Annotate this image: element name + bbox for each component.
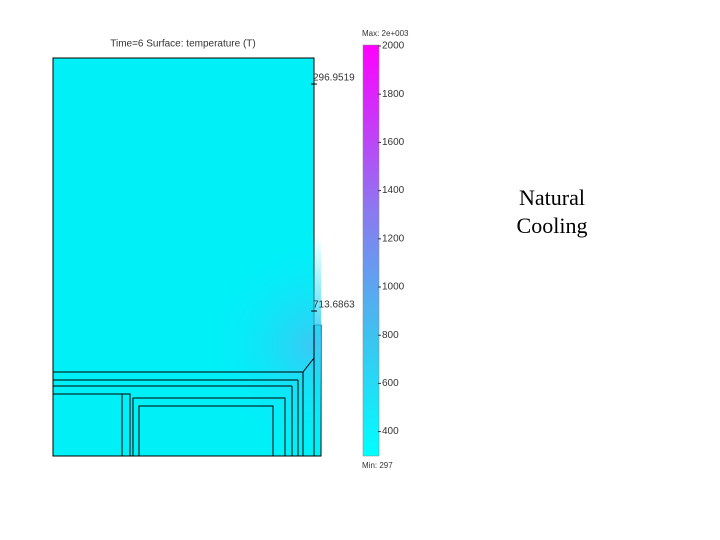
colorbar-tick-label: 400 <box>382 426 399 437</box>
colorbar-tick-label: 1000 <box>382 282 405 293</box>
annotation: 296.9519 <box>313 73 355 84</box>
plot-title: Time=6 Surface: temperature (T) <box>110 39 256 50</box>
colorbar-tick-label: 1400 <box>382 185 405 196</box>
plot-domain <box>52 57 322 457</box>
caption-line: Natural <box>519 185 585 210</box>
colorbar-tick-label: 1800 <box>382 89 405 100</box>
colorbar-ticks: 2000 1800 1600 1400 1200 1000 800 600 400 <box>378 41 405 437</box>
colorbar-tick-label: 1600 <box>382 137 405 148</box>
colorbar-tick-label: 1200 <box>382 233 405 244</box>
colorbar <box>362 44 380 457</box>
annotation: 713.6863 <box>313 300 355 311</box>
colorbar-max: Max: 2e+003 <box>362 29 409 38</box>
caption-line: Cooling <box>517 213 588 238</box>
colorbar-tick-label: 800 <box>382 330 399 341</box>
colorbar-tick-label: 600 <box>382 378 399 389</box>
colorbar-min: Min: 297 <box>362 461 393 470</box>
colorbar-tick-label: 2000 <box>382 41 405 52</box>
